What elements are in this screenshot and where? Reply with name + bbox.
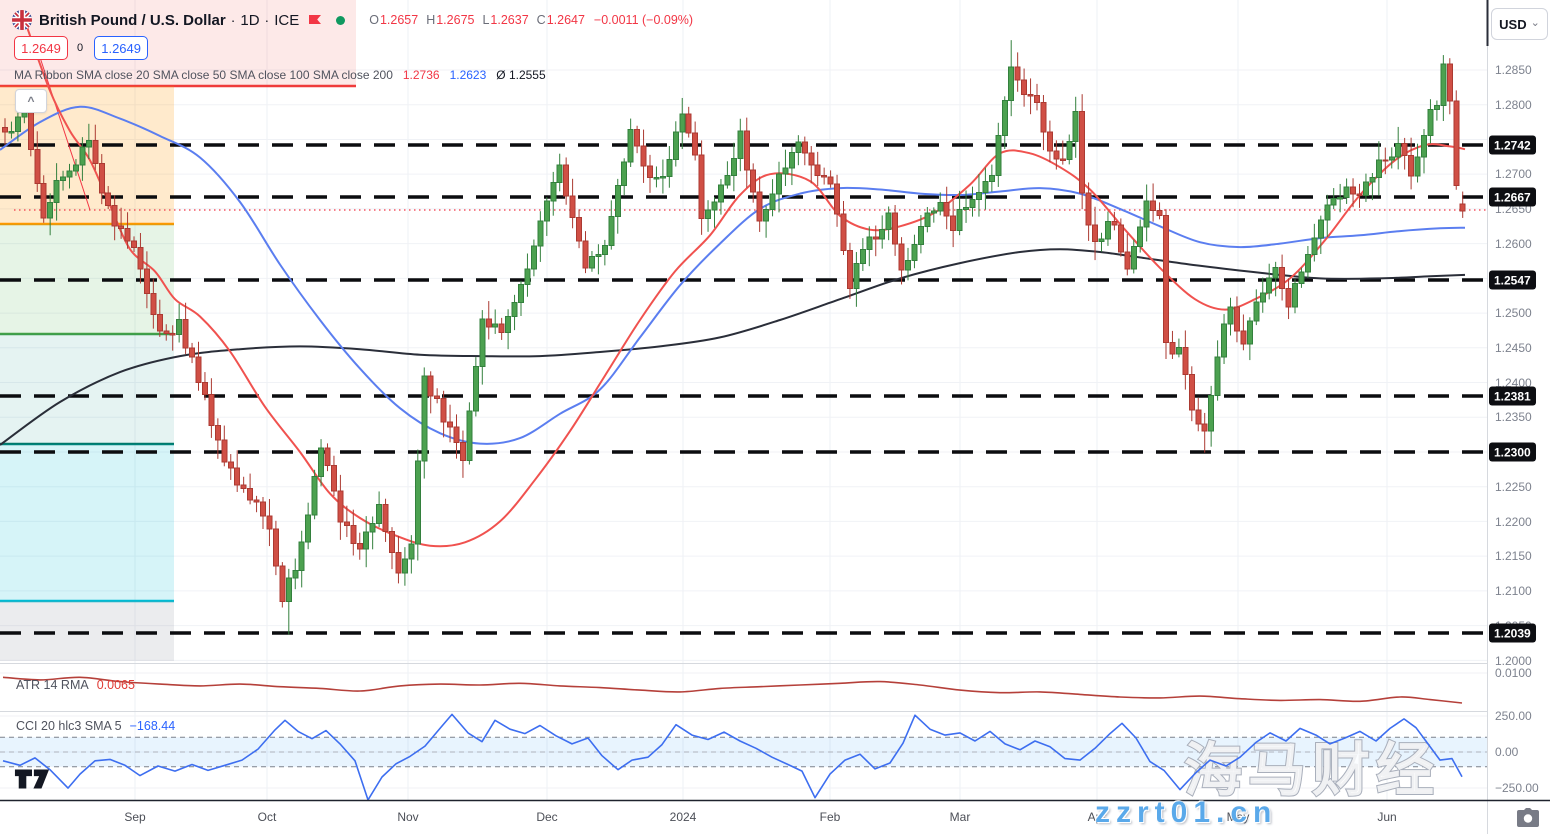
price-axis-label: 1.2250 xyxy=(1495,480,1532,494)
atr-legend-title: ATR 14 RMA xyxy=(16,678,89,692)
cci-legend[interactable]: CCI 20 hlc3 SMA 5 −168.44 xyxy=(16,719,175,733)
gb-flag-icon xyxy=(12,10,32,30)
time-axis-tick: 2024 xyxy=(669,810,697,824)
price-axis-label: 1.2600 xyxy=(1495,237,1532,251)
open-value: 1.2657 xyxy=(379,13,419,27)
price-level-badge: 1.2742 xyxy=(1489,135,1536,155)
price-axis-label: 1.2800 xyxy=(1495,98,1532,112)
ma50-line xyxy=(0,105,1466,445)
ma50-value: 1.2623 xyxy=(449,68,487,82)
time-axis-tick: Mar xyxy=(949,810,971,824)
price-axis-label: 1.2150 xyxy=(1495,549,1532,563)
price-level-badge: 1.2300 xyxy=(1489,442,1536,462)
close-label: C xyxy=(536,13,546,27)
price-level-badge: 1.2667 xyxy=(1489,187,1536,207)
low-value: 1.2637 xyxy=(490,13,529,27)
low-label: L xyxy=(482,13,490,27)
change-value: −0.0011 (−0.09%) xyxy=(593,13,694,27)
time-axis[interactable]: Sep Oct Nov Dec 2024 Feb Mar Apr May Jun xyxy=(0,801,1487,834)
currency-label: USD xyxy=(1499,16,1527,32)
chevron-down-icon: ⌄ xyxy=(1530,16,1540,29)
symbol-header: British Pound / U.S. Dollar · 1D · ICE O… xyxy=(12,8,693,32)
collapse-legend-button[interactable]: ^ xyxy=(15,89,47,113)
flagged-symbol-icon[interactable] xyxy=(308,14,322,26)
price-axis-label: 1.2350 xyxy=(1495,410,1532,424)
watermark-text: 海马财经 xyxy=(1184,738,1440,803)
watermark-url: zzrt01.cn xyxy=(1095,796,1278,829)
spread-value: 0 xyxy=(77,42,84,54)
camera-icon xyxy=(1517,808,1539,827)
high-value: 1.2675 xyxy=(436,13,475,27)
symbol-name[interactable]: British Pound / U.S. Dollar xyxy=(39,11,226,29)
price-axis-label: 0.00 xyxy=(1495,745,1519,759)
cci-legend-title: CCI 20 hlc3 SMA 5 xyxy=(16,719,122,733)
ohlc-readout: O 1.2657 H 1.2675 L 1.2637 C 1.2647 −0.0011 … xyxy=(361,13,693,27)
time-axis-tick: Oct xyxy=(257,810,277,824)
cci-line xyxy=(2,713,1463,801)
time-axis-tick: Dec xyxy=(536,810,558,824)
cci-legend-value: −168.44 xyxy=(129,719,176,733)
market-status-dot[interactable] xyxy=(336,15,346,25)
ma200-line xyxy=(0,248,1466,446)
ma20-value: 1.2736 xyxy=(402,68,440,82)
camera-snapshot-button[interactable] xyxy=(1513,805,1543,831)
high-label: H xyxy=(426,13,436,27)
interval-label[interactable]: 1D xyxy=(240,11,260,29)
ma20-line xyxy=(24,21,1466,548)
close-value: 1.2647 xyxy=(546,13,585,27)
open-label: O xyxy=(369,13,379,27)
tradingview-logo-icon[interactable] xyxy=(14,767,50,796)
candlestick-series xyxy=(2,40,1466,635)
sell-price-button[interactable]: 1.2649 xyxy=(14,36,68,60)
price-axis-label: 1.2100 xyxy=(1495,584,1532,598)
buy-price-button[interactable]: 1.2649 xyxy=(94,36,149,60)
time-axis-tick: Jun xyxy=(1377,810,1397,824)
ma-average-value: Ø 1.2555 xyxy=(496,68,546,82)
time-axis-tick: Nov xyxy=(397,810,419,824)
ma-ribbon-title: MA Ribbon SMA close 20 SMA close 50 SMA … xyxy=(14,68,393,82)
buy-sell-widget: 1.2649 0 1.2649 xyxy=(14,36,149,60)
price-axis-label: 1.2000 xyxy=(1495,654,1532,668)
price-axis-label: 0.0100 xyxy=(1495,666,1532,680)
time-axis-tick: Apr xyxy=(1087,810,1107,824)
atr-legend[interactable]: ATR 14 RMA 0.0065 xyxy=(16,678,135,692)
price-axis-label: 1.2500 xyxy=(1495,306,1532,320)
price-level-badge: 1.2381 xyxy=(1489,386,1536,406)
price-axis-label: 1.2700 xyxy=(1495,167,1532,181)
currency-selector[interactable]: USD ⌄ xyxy=(1491,8,1548,40)
time-axis-tick: Sep xyxy=(124,810,146,824)
price-level-badge: 1.2039 xyxy=(1489,623,1536,643)
exchange-label: ICE xyxy=(274,11,300,29)
atr-legend-value: 0.0065 xyxy=(96,678,135,692)
atr-line xyxy=(2,676,1463,704)
separator-dot: · xyxy=(230,12,236,28)
time-axis-tick: May xyxy=(1226,810,1250,824)
price-axis[interactable]: 1.28501.28001.27501.27001.26501.26001.25… xyxy=(1487,0,1550,834)
price-axis-label: 1.2850 xyxy=(1495,63,1532,77)
price-axis-label: 1.2200 xyxy=(1495,515,1532,529)
ma-ribbon-legend[interactable]: MA Ribbon SMA close 20 SMA close 50 SMA … xyxy=(14,67,546,83)
price-axis-label: −250.00 xyxy=(1495,781,1539,795)
separator-dot: · xyxy=(264,12,270,28)
price-axis-label: 250.00 xyxy=(1495,709,1532,723)
price-axis-label: 1.2450 xyxy=(1495,341,1532,355)
price-level-badge: 1.2547 xyxy=(1489,270,1536,290)
time-axis-tick: Feb xyxy=(819,810,841,824)
